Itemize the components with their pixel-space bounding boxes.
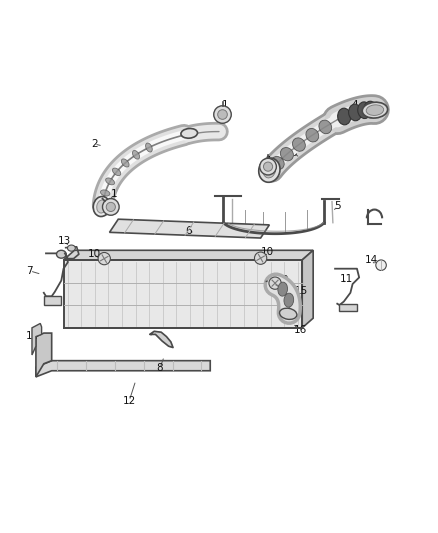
Text: 4: 4	[351, 100, 358, 110]
Polygon shape	[44, 296, 61, 305]
Circle shape	[218, 110, 227, 119]
Circle shape	[264, 162, 272, 171]
Ellipse shape	[181, 128, 198, 138]
Circle shape	[98, 253, 110, 265]
Ellipse shape	[293, 138, 305, 151]
Ellipse shape	[67, 245, 75, 251]
Text: 13: 13	[58, 236, 71, 246]
Text: 14: 14	[25, 330, 39, 341]
Circle shape	[254, 252, 267, 264]
Ellipse shape	[279, 308, 297, 319]
Ellipse shape	[364, 101, 377, 118]
Ellipse shape	[97, 200, 106, 213]
Ellipse shape	[132, 150, 140, 159]
Ellipse shape	[306, 128, 319, 142]
Circle shape	[214, 106, 231, 123]
Text: 12: 12	[123, 396, 136, 406]
Ellipse shape	[284, 293, 293, 307]
Ellipse shape	[280, 148, 293, 161]
Text: 15: 15	[295, 286, 308, 296]
Ellipse shape	[263, 163, 276, 178]
Ellipse shape	[349, 104, 362, 121]
Ellipse shape	[358, 102, 371, 118]
Text: 7: 7	[26, 266, 33, 276]
Polygon shape	[64, 251, 313, 260]
Ellipse shape	[100, 190, 110, 196]
Ellipse shape	[338, 108, 351, 125]
Text: 14: 14	[365, 255, 378, 265]
Text: 8: 8	[156, 363, 163, 373]
Circle shape	[269, 277, 281, 289]
Circle shape	[106, 203, 115, 212]
Ellipse shape	[271, 157, 284, 169]
Circle shape	[376, 260, 386, 270]
Ellipse shape	[278, 282, 287, 296]
Ellipse shape	[93, 197, 110, 216]
Polygon shape	[64, 260, 302, 328]
Polygon shape	[110, 219, 269, 238]
Ellipse shape	[57, 251, 66, 258]
Polygon shape	[339, 304, 357, 311]
Text: 9: 9	[281, 274, 288, 285]
Ellipse shape	[259, 158, 280, 182]
Text: 16: 16	[293, 325, 307, 335]
Ellipse shape	[106, 178, 114, 185]
Text: 10: 10	[261, 247, 274, 257]
Text: 5: 5	[334, 201, 341, 211]
Polygon shape	[36, 333, 52, 377]
Circle shape	[260, 158, 276, 175]
Polygon shape	[36, 361, 210, 377]
Ellipse shape	[121, 159, 129, 167]
Text: 3: 3	[290, 148, 297, 158]
Text: 1: 1	[110, 189, 117, 199]
Circle shape	[102, 199, 119, 215]
Polygon shape	[302, 251, 313, 328]
Polygon shape	[32, 324, 42, 355]
Polygon shape	[150, 332, 173, 348]
Text: 10: 10	[88, 249, 101, 259]
Text: 2: 2	[91, 139, 98, 149]
Ellipse shape	[366, 105, 384, 116]
Ellipse shape	[319, 120, 332, 134]
Text: 1: 1	[222, 100, 229, 110]
Ellipse shape	[113, 168, 121, 176]
Ellipse shape	[145, 143, 152, 152]
Text: 11: 11	[339, 274, 353, 284]
Ellipse shape	[362, 102, 388, 118]
Text: 1: 1	[266, 156, 273, 166]
Text: 6: 6	[185, 227, 192, 237]
